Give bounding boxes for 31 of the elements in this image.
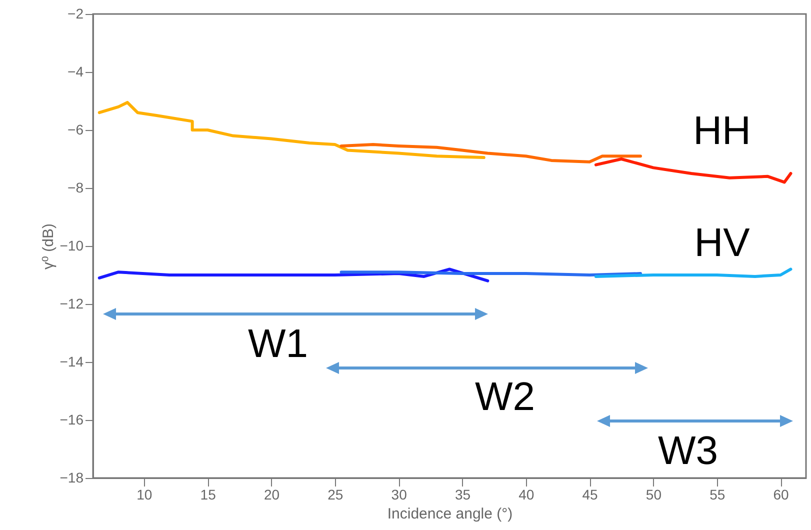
annotation: W2: [475, 375, 535, 419]
x-tick-label: 40: [518, 486, 534, 502]
y-tick-label: −12: [60, 296, 84, 312]
x-tick-label: 55: [710, 486, 726, 502]
line-series: [98, 268, 490, 282]
x-tick-label: 50: [646, 486, 662, 502]
y-tick-label: −18: [60, 470, 84, 486]
x-tick-label: 20: [264, 486, 280, 502]
x-tick-label: 25: [328, 486, 344, 502]
line-series: [594, 158, 792, 184]
annotation: W3: [658, 429, 718, 473]
x-tick-label: 30: [391, 486, 408, 502]
line-series: [98, 100, 486, 160]
y-tick-label: −8: [68, 180, 84, 196]
y-tick-label: −4: [68, 64, 84, 80]
y-tick-label: −6: [68, 122, 84, 138]
x-tick-label: 45: [582, 486, 598, 502]
x-tick-label: 10: [136, 486, 152, 502]
y-tick-label: −16: [60, 412, 84, 428]
x-axis-title: Incidence angle (°): [387, 506, 513, 522]
x-tick-label: 15: [200, 486, 216, 502]
y-tick-label: −2: [68, 6, 84, 22]
y-tick-label: −14: [60, 354, 84, 370]
x-tick-label: 35: [454, 486, 471, 502]
x-tick-label: 60: [773, 486, 790, 502]
annotation: HV: [694, 221, 750, 265]
y-tick-label: −10: [60, 238, 84, 254]
y-axis-title: γ⁰ (dB): [40, 223, 57, 270]
annotation: W1: [248, 322, 308, 366]
line-series: [340, 143, 642, 164]
annotation: HH: [693, 109, 751, 153]
